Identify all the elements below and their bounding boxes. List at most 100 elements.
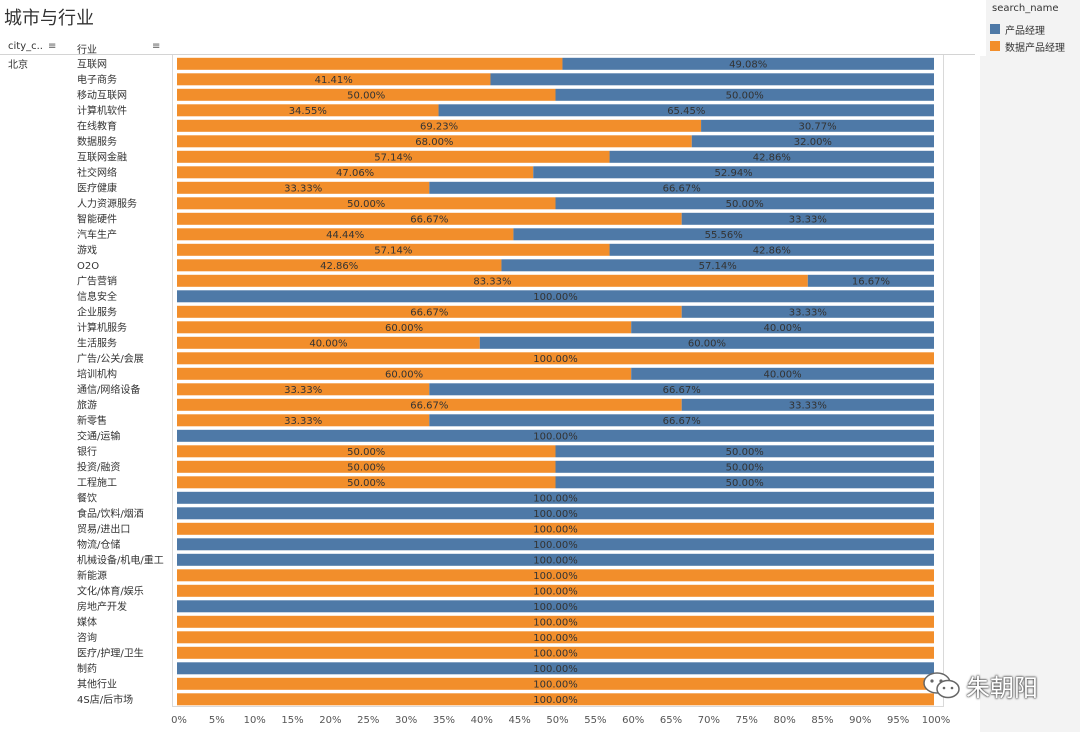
data-label: 69.23% xyxy=(420,121,458,132)
category-label: 新零售 xyxy=(77,414,107,427)
category-label: 计算机软件 xyxy=(77,104,127,117)
data-label: 50.00% xyxy=(347,462,385,473)
wechat-icon xyxy=(923,672,960,699)
data-label: 42.86% xyxy=(753,152,791,163)
data-label: 40.00% xyxy=(764,369,802,380)
bar-product-manager xyxy=(631,321,934,334)
data-label: 34.55% xyxy=(289,106,327,117)
data-label: 50.00% xyxy=(726,478,764,489)
data-label: 32.00% xyxy=(794,137,832,148)
category-label: O2O xyxy=(77,261,99,272)
bar-data-product-manager xyxy=(177,274,808,287)
data-label: 33.33% xyxy=(284,183,322,194)
stacked-bar-chart: 互联网 49.08% 电子商务 41.41% 移动互联网 50.00% 50.00% 计算机软… xyxy=(77,57,950,726)
data-label: 66.67% xyxy=(663,183,701,194)
data-label: 100.00% xyxy=(533,695,578,706)
bar-data-product-manager xyxy=(177,383,430,396)
category-label: 交通/运输 xyxy=(77,429,120,442)
bar-product-manager xyxy=(555,476,934,489)
bar-data-product-manager xyxy=(177,445,556,458)
bar-product-manager xyxy=(438,104,934,117)
bar-product-manager xyxy=(701,119,934,132)
data-label: 100.00% xyxy=(533,586,578,597)
bar-data-product-manager xyxy=(177,57,563,70)
bar-data-product-manager xyxy=(177,569,934,582)
bar-product-manager xyxy=(177,507,934,520)
bar-data-product-manager xyxy=(177,212,682,225)
bar-data-product-manager xyxy=(177,460,556,473)
bar-data-product-manager xyxy=(177,522,934,535)
x-tick-label: 95% xyxy=(887,715,909,726)
bar-data-product-manager xyxy=(177,476,556,489)
legend-swatch-data-product-manager xyxy=(990,41,1000,51)
bar-product-manager xyxy=(177,538,934,551)
data-label: 100.00% xyxy=(533,431,578,442)
category-label: 社交网络 xyxy=(77,166,117,179)
data-label: 66.67% xyxy=(410,307,448,318)
x-tick-label: 55% xyxy=(584,715,606,726)
bar-data-product-manager xyxy=(177,197,556,210)
data-label: 100.00% xyxy=(533,633,578,644)
industry-column-header[interactable]: 行业 xyxy=(77,45,97,56)
category-label: 培训机构 xyxy=(77,367,117,380)
data-label: 57.14% xyxy=(374,152,412,163)
data-label: 100.00% xyxy=(533,493,578,504)
data-label: 100.00% xyxy=(533,679,578,690)
sort-icon[interactable]: ≡ xyxy=(48,41,57,52)
data-label: 50.00% xyxy=(726,90,764,101)
data-label: 50.00% xyxy=(347,447,385,458)
data-label: 100.00% xyxy=(533,292,578,303)
category-label: 房地产开发 xyxy=(77,600,127,613)
legend-title: search_name xyxy=(992,3,1059,14)
legend: search_name 产品经理 数据产品经理 xyxy=(986,0,1080,56)
data-label: 33.33% xyxy=(789,214,827,225)
data-label: 60.00% xyxy=(688,338,726,349)
bar-data-product-manager xyxy=(177,367,632,380)
data-label: 100.00% xyxy=(533,354,578,365)
city-label: 北京 xyxy=(8,60,28,71)
data-label: 40.00% xyxy=(309,338,347,349)
data-label: 100.00% xyxy=(533,555,578,566)
bar-product-manager xyxy=(177,491,934,504)
bar-product-manager xyxy=(807,274,934,287)
category-label: 旅游 xyxy=(77,398,97,411)
bar-data-product-manager xyxy=(177,243,610,256)
x-tick-label: 20% xyxy=(319,715,341,726)
data-label: 60.00% xyxy=(385,369,423,380)
category-label: 通信/网络设备 xyxy=(77,383,140,396)
bar-product-manager xyxy=(177,290,934,303)
bar-product-manager xyxy=(555,445,934,458)
category-label: 机械设备/机电/重工 xyxy=(77,553,164,566)
bar-product-manager xyxy=(681,212,934,225)
category-label: 生活服务 xyxy=(77,336,117,349)
data-label: 100.00% xyxy=(533,524,578,535)
category-label: 人力资源服务 xyxy=(77,197,137,210)
bar-data-product-manager xyxy=(177,336,480,349)
sort-descending-icon[interactable]: ≡ xyxy=(152,41,161,52)
category-label: 银行 xyxy=(77,445,97,458)
x-tick-label: 5% xyxy=(209,715,225,726)
category-label: 互联网金融 xyxy=(77,150,127,163)
bar-data-product-manager xyxy=(177,259,502,272)
bar-product-manager xyxy=(513,228,934,241)
bar-data-product-manager xyxy=(177,73,491,86)
data-label: 57.14% xyxy=(374,245,412,256)
x-tick-label: 35% xyxy=(433,715,455,726)
bar-product-manager xyxy=(177,662,934,675)
x-tick-label: 90% xyxy=(849,715,871,726)
data-label: 60.00% xyxy=(385,323,423,334)
bar-product-manager xyxy=(681,305,934,318)
category-label: 汽车生产 xyxy=(77,228,117,241)
category-label: 移动互联网 xyxy=(77,88,127,101)
city-column-header[interactable]: city_c.. xyxy=(8,41,43,52)
x-tick-label: 10% xyxy=(244,715,266,726)
data-label: 100.00% xyxy=(533,571,578,582)
category-label: 广告营销 xyxy=(77,274,117,287)
category-label: 医疗/护理/卫生 xyxy=(77,646,144,659)
data-label: 50.00% xyxy=(726,199,764,210)
bar-data-product-manager xyxy=(177,677,934,690)
data-label: 50.00% xyxy=(726,447,764,458)
bar-data-product-manager xyxy=(177,150,610,163)
bar-product-manager xyxy=(479,336,934,349)
category-label: 媒体 xyxy=(77,616,97,628)
